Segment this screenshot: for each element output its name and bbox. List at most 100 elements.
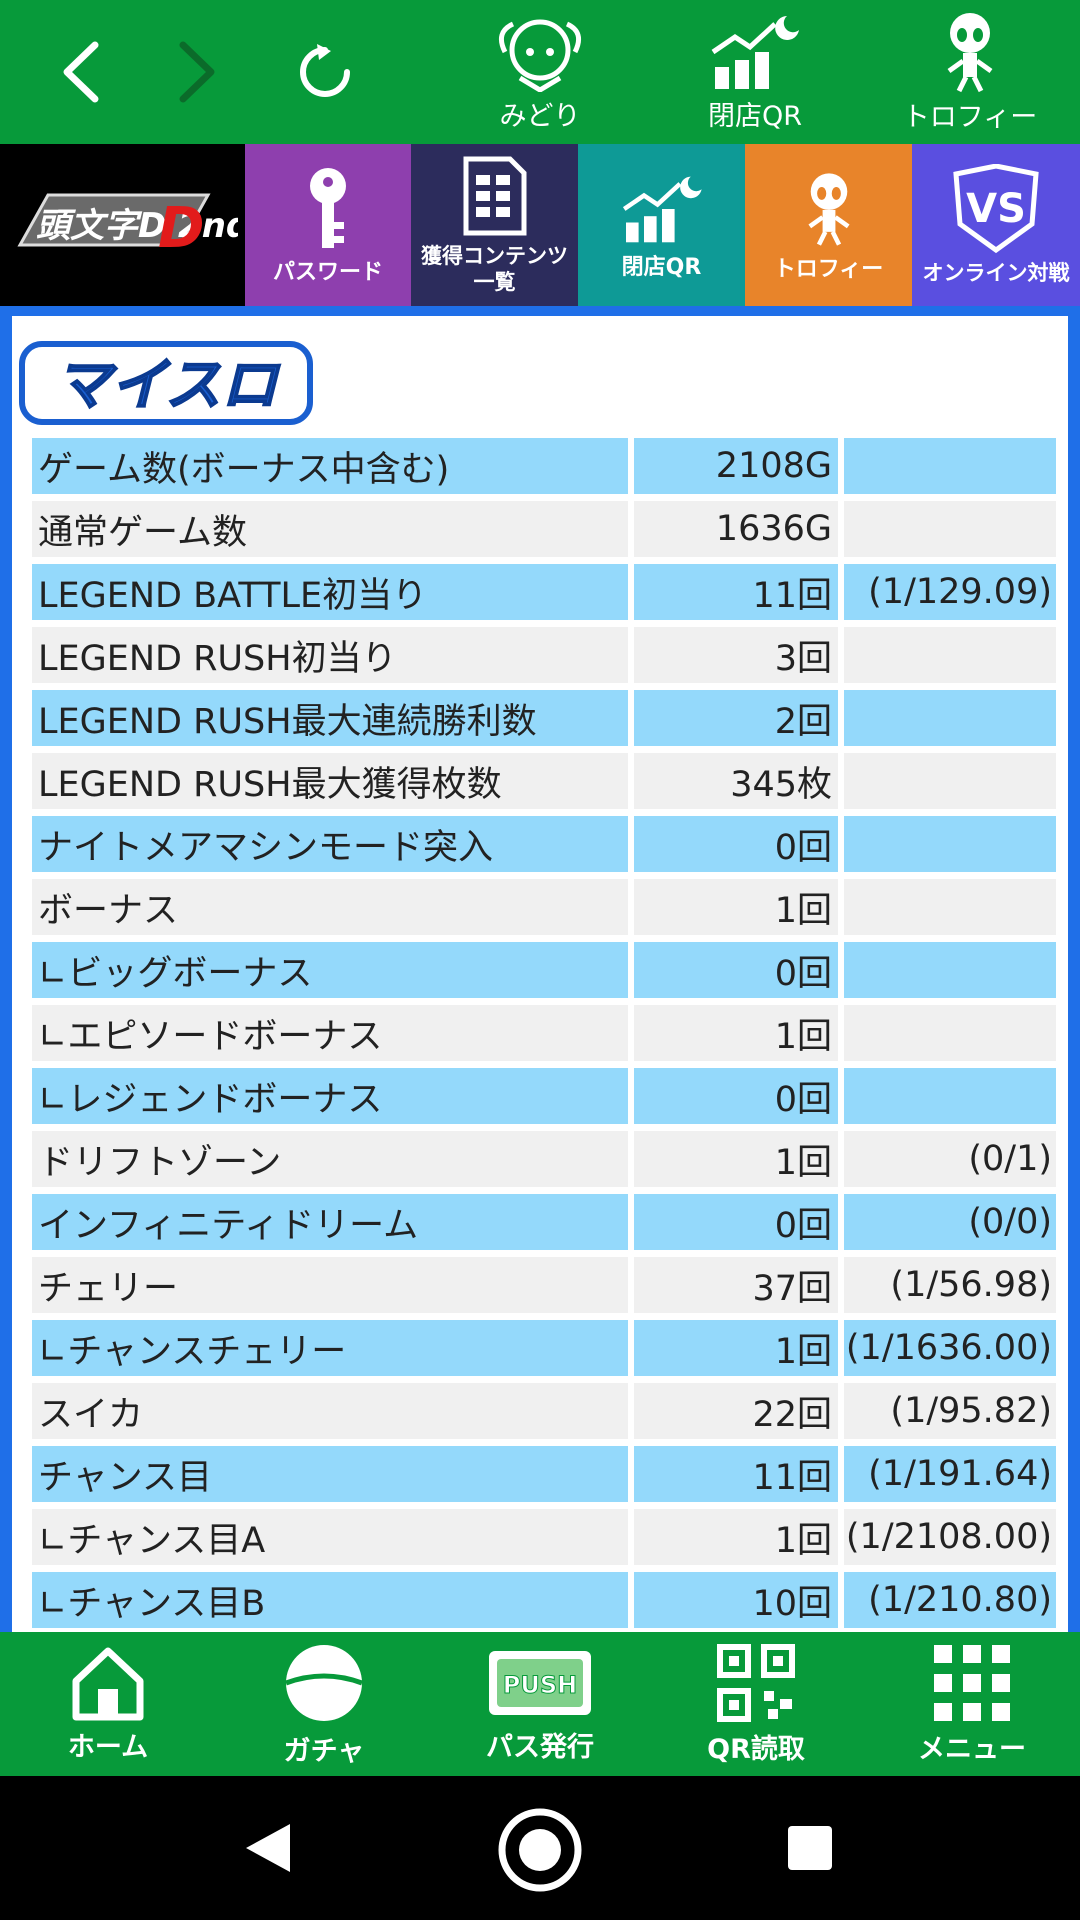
acquired-contents-tile[interactable]: 獲得コンテンツ 一覧 bbox=[411, 144, 578, 306]
row-probability: (1/191.64) bbox=[844, 1446, 1056, 1502]
row-value: 0回 bbox=[634, 942, 838, 998]
table-row: ∟ビッグボーナス 0回 bbox=[32, 942, 1058, 998]
myslo-panel: マイスロ ゲーム数(ボーナス中含む) 2108G 通常ゲーム数 1636G LEGEND… bbox=[12, 316, 1068, 1632]
row-value: 1636G bbox=[634, 501, 838, 557]
table-row: ∟チャンスチェリー 1回 (1/1636.00) bbox=[32, 1320, 1058, 1376]
home-button[interactable]: ホーム bbox=[0, 1632, 216, 1776]
row-probability bbox=[844, 879, 1056, 935]
forward-button[interactable] bbox=[158, 0, 238, 144]
table-row: ∟レジェンドボーナス 0回 bbox=[32, 1068, 1058, 1124]
content-frame: マイスロ ゲーム数(ボーナス中含む) 2108G 通常ゲーム数 1636G LEGEND… bbox=[0, 306, 1080, 1632]
bottom-nav: ホーム ガチャ PUSH パス発行 QR読取 bbox=[0, 1632, 1080, 1776]
row-probability bbox=[844, 627, 1056, 683]
row-value: 11回 bbox=[634, 1446, 838, 1502]
vs-shield-icon: VS bbox=[953, 164, 1039, 254]
row-label: LEGEND BATTLE初当り bbox=[32, 564, 628, 620]
midori-button[interactable]: みどり bbox=[470, 0, 610, 144]
chart-up-moon-icon bbox=[622, 176, 702, 243]
data-table: ゲーム数(ボーナス中含む) 2108G 通常ゲーム数 1636G LEGEND BATT… bbox=[32, 438, 1058, 1632]
table-row: LEGEND BATTLE初当り 11回 (1/129.09) bbox=[32, 564, 1058, 620]
row-value: 11回 bbox=[634, 564, 838, 620]
row-label: ∟チャンスチェリー bbox=[32, 1320, 628, 1376]
row-label: チャンス目 bbox=[32, 1446, 628, 1502]
logo-text: 頭文字D 2nd bbox=[36, 206, 238, 246]
trophy-tile-label: トロフィー bbox=[773, 257, 884, 282]
document-list-icon bbox=[463, 156, 526, 236]
trophy-tile[interactable]: トロフィー bbox=[745, 144, 912, 306]
system-home-icon[interactable] bbox=[496, 1806, 584, 1894]
back-button[interactable] bbox=[40, 0, 120, 144]
qr-read-button[interactable]: QR読取 bbox=[648, 1632, 864, 1776]
row-probability: (1/1636.00) bbox=[844, 1320, 1056, 1376]
row-probability: (1/56.98) bbox=[844, 1257, 1056, 1313]
chart-up-moon-icon bbox=[711, 15, 799, 89]
table-row: 通常ゲーム数 1636G bbox=[32, 501, 1058, 557]
row-probability bbox=[844, 690, 1056, 746]
svg-text:VS: VS bbox=[966, 186, 1026, 232]
row-probability bbox=[844, 942, 1056, 998]
acquired-contents-label: 獲得コンテンツ 一覧 bbox=[421, 244, 568, 294]
row-probability bbox=[844, 1005, 1056, 1061]
reload-icon bbox=[300, 44, 350, 97]
push-icon: PUSH bbox=[489, 1650, 591, 1715]
reload-button[interactable] bbox=[280, 0, 370, 144]
closing-qr-tile-label: 閉店QR bbox=[621, 255, 702, 280]
row-label: LEGEND RUSH最大獲得枚数 bbox=[32, 753, 628, 809]
row-value: 2108G bbox=[634, 438, 838, 494]
row-label: ∟チャンス目A bbox=[32, 1509, 628, 1565]
row-value: 3回 bbox=[634, 627, 838, 683]
grid-menu-icon bbox=[934, 1644, 1010, 1721]
system-nav-bar bbox=[0, 1776, 1080, 1920]
row-label: ナイトメアマシンモード突入 bbox=[32, 816, 628, 872]
system-back-icon[interactable] bbox=[240, 1820, 296, 1876]
row-label: ∟エピソードボーナス bbox=[32, 1005, 628, 1061]
closing-qr-label: 閉店QR bbox=[707, 100, 802, 132]
gacha-capsule-icon bbox=[285, 1644, 363, 1721]
row-label: ボーナス bbox=[32, 879, 628, 935]
row-value: 2回 bbox=[634, 690, 838, 746]
gacha-label: ガチャ bbox=[283, 1735, 365, 1767]
closing-qr-tile[interactable]: 閉店QR bbox=[578, 144, 745, 306]
row-label: ∟レジェンドボーナス bbox=[32, 1068, 628, 1124]
chevron-right-icon bbox=[179, 41, 215, 103]
row-probability bbox=[844, 501, 1056, 557]
chevron-left-icon bbox=[63, 41, 99, 103]
trophy-button[interactable]: トロフィー bbox=[900, 0, 1040, 144]
row-label: LEGEND RUSH最大連続勝利数 bbox=[32, 690, 628, 746]
online-battle-tile[interactable]: VS オンライン対戦 bbox=[912, 144, 1080, 306]
closing-qr-button[interactable]: 閉店QR bbox=[685, 0, 825, 144]
table-row: LEGEND RUSH最大獲得枚数 345枚 bbox=[32, 753, 1058, 809]
table-row: ∟チャンス目A 1回 (1/2108.00) bbox=[32, 1509, 1058, 1565]
home-icon bbox=[72, 1647, 144, 1720]
midori-label: みどり bbox=[499, 100, 581, 132]
row-value: 0回 bbox=[634, 1194, 838, 1250]
row-value: 37回 bbox=[634, 1257, 838, 1313]
alien-trophy-icon bbox=[807, 173, 850, 246]
game-logo[interactable]: 頭文字D 2nd D bbox=[0, 144, 245, 306]
password-tile[interactable]: パスワード bbox=[245, 144, 411, 306]
table-row: スイカ 22回 (1/95.82) bbox=[32, 1383, 1058, 1439]
row-value: 345枚 bbox=[634, 753, 838, 809]
push-text: PUSH bbox=[503, 1671, 577, 1699]
table-row: インフィニティドリーム 0回 (0/0) bbox=[32, 1194, 1058, 1250]
pass-issue-label: パス発行 bbox=[486, 1731, 594, 1763]
game-menu-bar: 頭文字D 2nd D パスワード 獲得コンテンツ 一覧 閉店QR bbox=[0, 144, 1080, 306]
row-label: ゲーム数(ボーナス中含む) bbox=[32, 438, 628, 494]
top-bar: みどり 閉店QR トロフィー bbox=[0, 0, 1080, 144]
row-probability bbox=[844, 816, 1056, 872]
midori-character-icon bbox=[498, 19, 582, 92]
gacha-button[interactable]: ガチャ bbox=[216, 1632, 432, 1776]
row-probability bbox=[844, 1068, 1056, 1124]
table-row: チャンス目 11回 (1/191.64) bbox=[32, 1446, 1058, 1502]
row-probability: (1/95.82) bbox=[844, 1383, 1056, 1439]
qr-code-icon bbox=[717, 1643, 795, 1722]
row-value: 1回 bbox=[634, 1320, 838, 1376]
row-value: 0回 bbox=[634, 816, 838, 872]
pass-issue-button[interactable]: PUSH パス発行 bbox=[432, 1632, 648, 1776]
row-probability: (0/1) bbox=[844, 1131, 1056, 1187]
table-row: ゲーム数(ボーナス中含む) 2108G bbox=[32, 438, 1058, 494]
menu-button[interactable]: メニュー bbox=[864, 1632, 1080, 1776]
table-row: チェリー 37回 (1/56.98) bbox=[32, 1257, 1058, 1313]
system-recents-icon[interactable] bbox=[786, 1824, 834, 1872]
myslo-logo-text: マイスロ bbox=[55, 353, 280, 418]
